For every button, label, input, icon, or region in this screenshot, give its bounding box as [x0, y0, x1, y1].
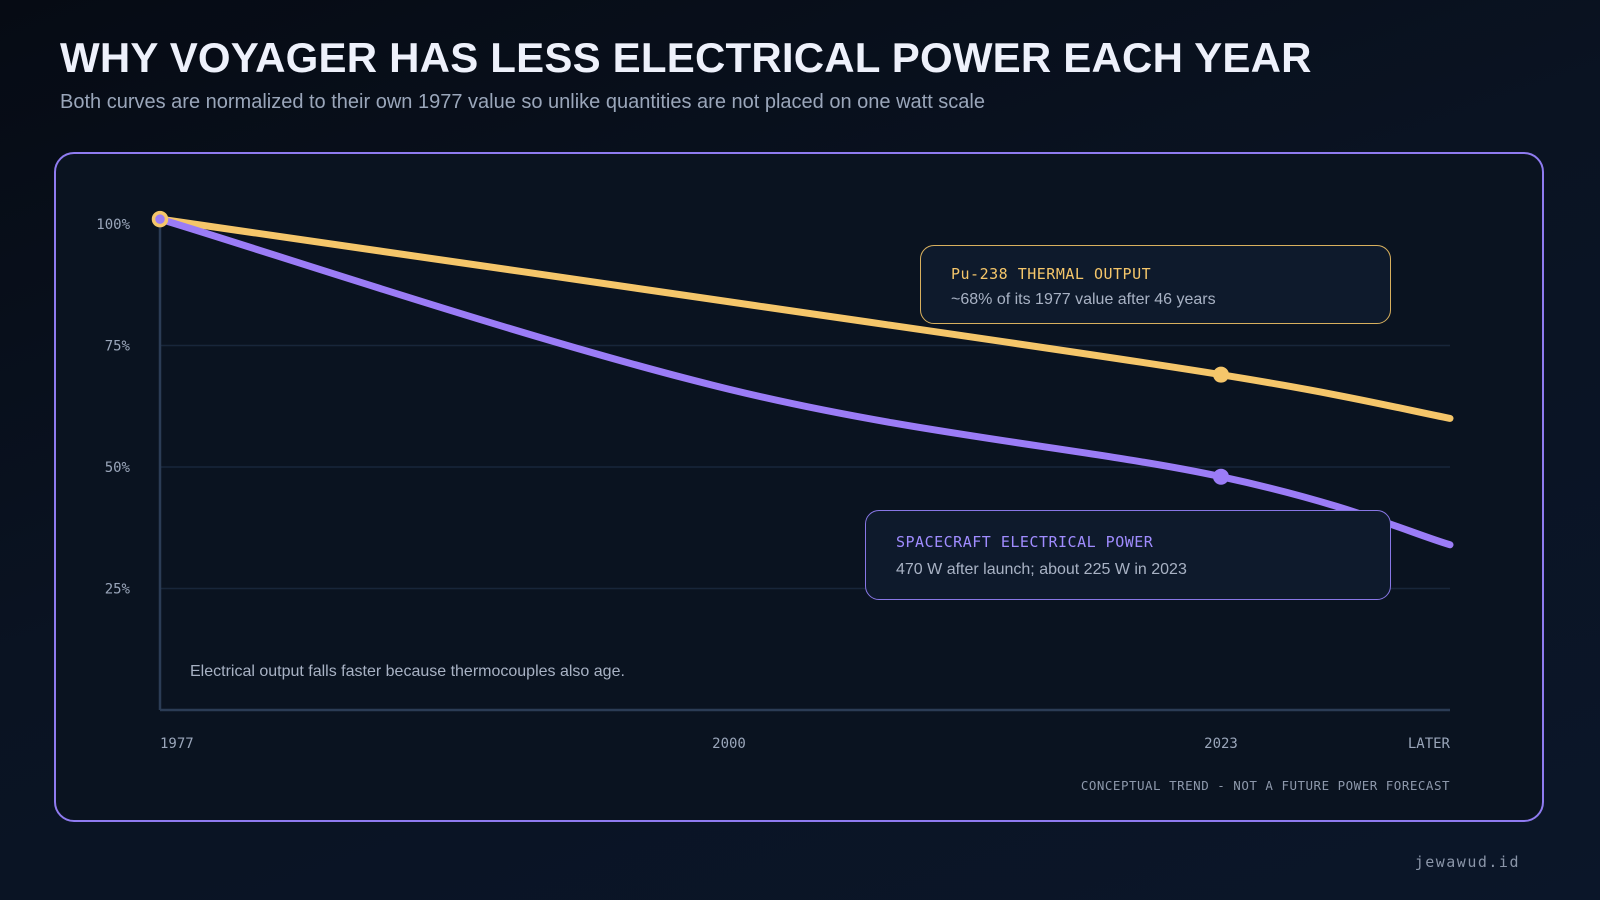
y-tick-label: 50% [105, 460, 131, 476]
thermal-output-callout: Pu-238 THERMAL OUTPUT ~68% of its 1977 v… [920, 245, 1391, 324]
thermal-output-marker-2023 [1213, 366, 1229, 383]
x-tick-labels: 1977 2000 2023 LATER [160, 736, 1451, 752]
x-tick-label: 1977 [160, 736, 194, 752]
series-markers [151, 210, 1229, 485]
chart-disclaimer: CONCEPTUAL TREND - NOT A FUTURE POWER FO… [1081, 778, 1450, 793]
electrical-power-marker-2023 [1213, 468, 1229, 485]
y-tick-label: 75% [105, 339, 131, 355]
origin-marker [151, 210, 169, 228]
thermal-output-line [156, 215, 1454, 422]
page-title: WHY VOYAGER HAS LESS ELECTRICAL POWER EA… [60, 34, 1312, 81]
chart-note: Electrical output falls faster because t… [190, 663, 625, 680]
y-tick-label: 100% [96, 217, 130, 233]
electrical-power-callout-title: SPACECRAFT ELECTRICAL POWER [896, 533, 1154, 551]
y-tick-label: 25% [105, 582, 131, 598]
electrical-power-line [156, 215, 1454, 549]
series-lines [156, 215, 1454, 549]
electrical-power-callout-text: 470 W after launch; about 225 W in 2023 [896, 561, 1187, 578]
x-tick-label: LATER [1408, 736, 1451, 752]
x-tick-label: 2023 [1204, 736, 1238, 752]
page-subtitle: Both curves are normalized to their own … [60, 91, 985, 113]
y-tick-labels: 100% 75% 50% 25% [96, 217, 130, 598]
x-tick-label: 2000 [712, 736, 746, 752]
brand-watermark: jewawud.id [1414, 853, 1520, 871]
thermal-output-callout-text: ~68% of its 1977 value after 46 years [951, 291, 1216, 308]
thermal-output-callout-title: Pu-238 THERMAL OUTPUT [951, 265, 1152, 283]
electrical-power-callout: SPACECRAFT ELECTRICAL POWER 470 W after … [865, 510, 1391, 600]
